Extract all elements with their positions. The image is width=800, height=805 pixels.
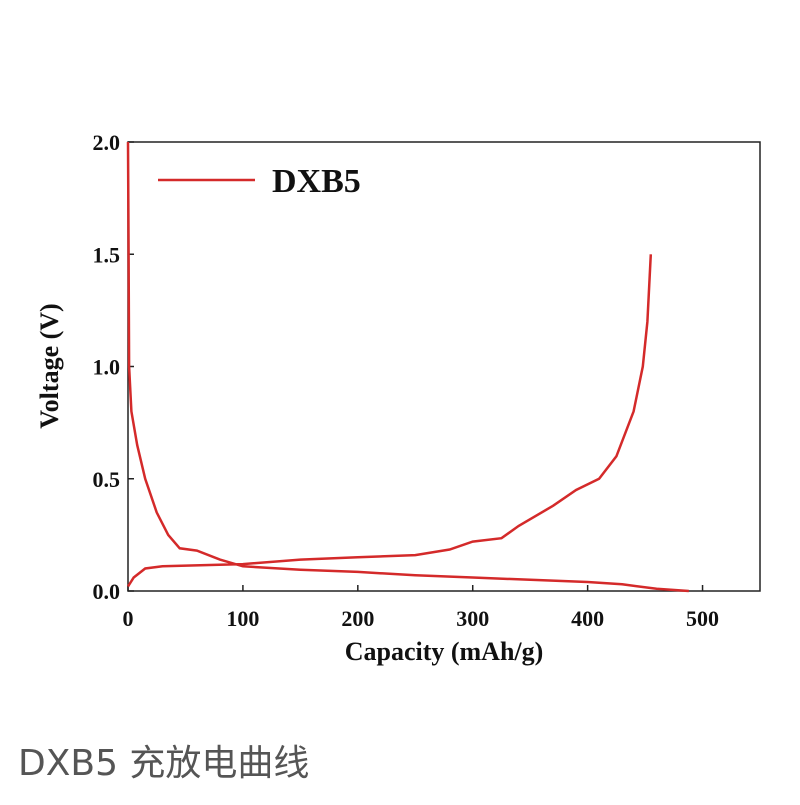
data-line	[126, 141, 689, 593]
y-tick-label: 2.0	[93, 130, 121, 155]
legend-label: DXB5	[272, 163, 361, 200]
x-tick-label: 500	[686, 606, 719, 631]
caption: DXB5 充放电曲线	[18, 743, 309, 784]
y-tick-label: 0.0	[93, 579, 121, 604]
x-tick-label: 100	[226, 606, 259, 631]
y-axis-title: Voltage (V)	[35, 303, 64, 428]
x-tick-label: 300	[456, 606, 489, 631]
x-tick-label: 0	[123, 606, 134, 631]
x-tick-label: 200	[341, 606, 374, 631]
x-tick-label: 400	[571, 606, 604, 631]
y-tick-label: 0.5	[93, 467, 121, 492]
x-axis-title: Capacity (mAh/g)	[345, 637, 544, 666]
y-tick-label: 1.0	[93, 355, 121, 380]
y-tick-label: 1.5	[93, 242, 121, 267]
plot-frame	[127, 141, 761, 592]
